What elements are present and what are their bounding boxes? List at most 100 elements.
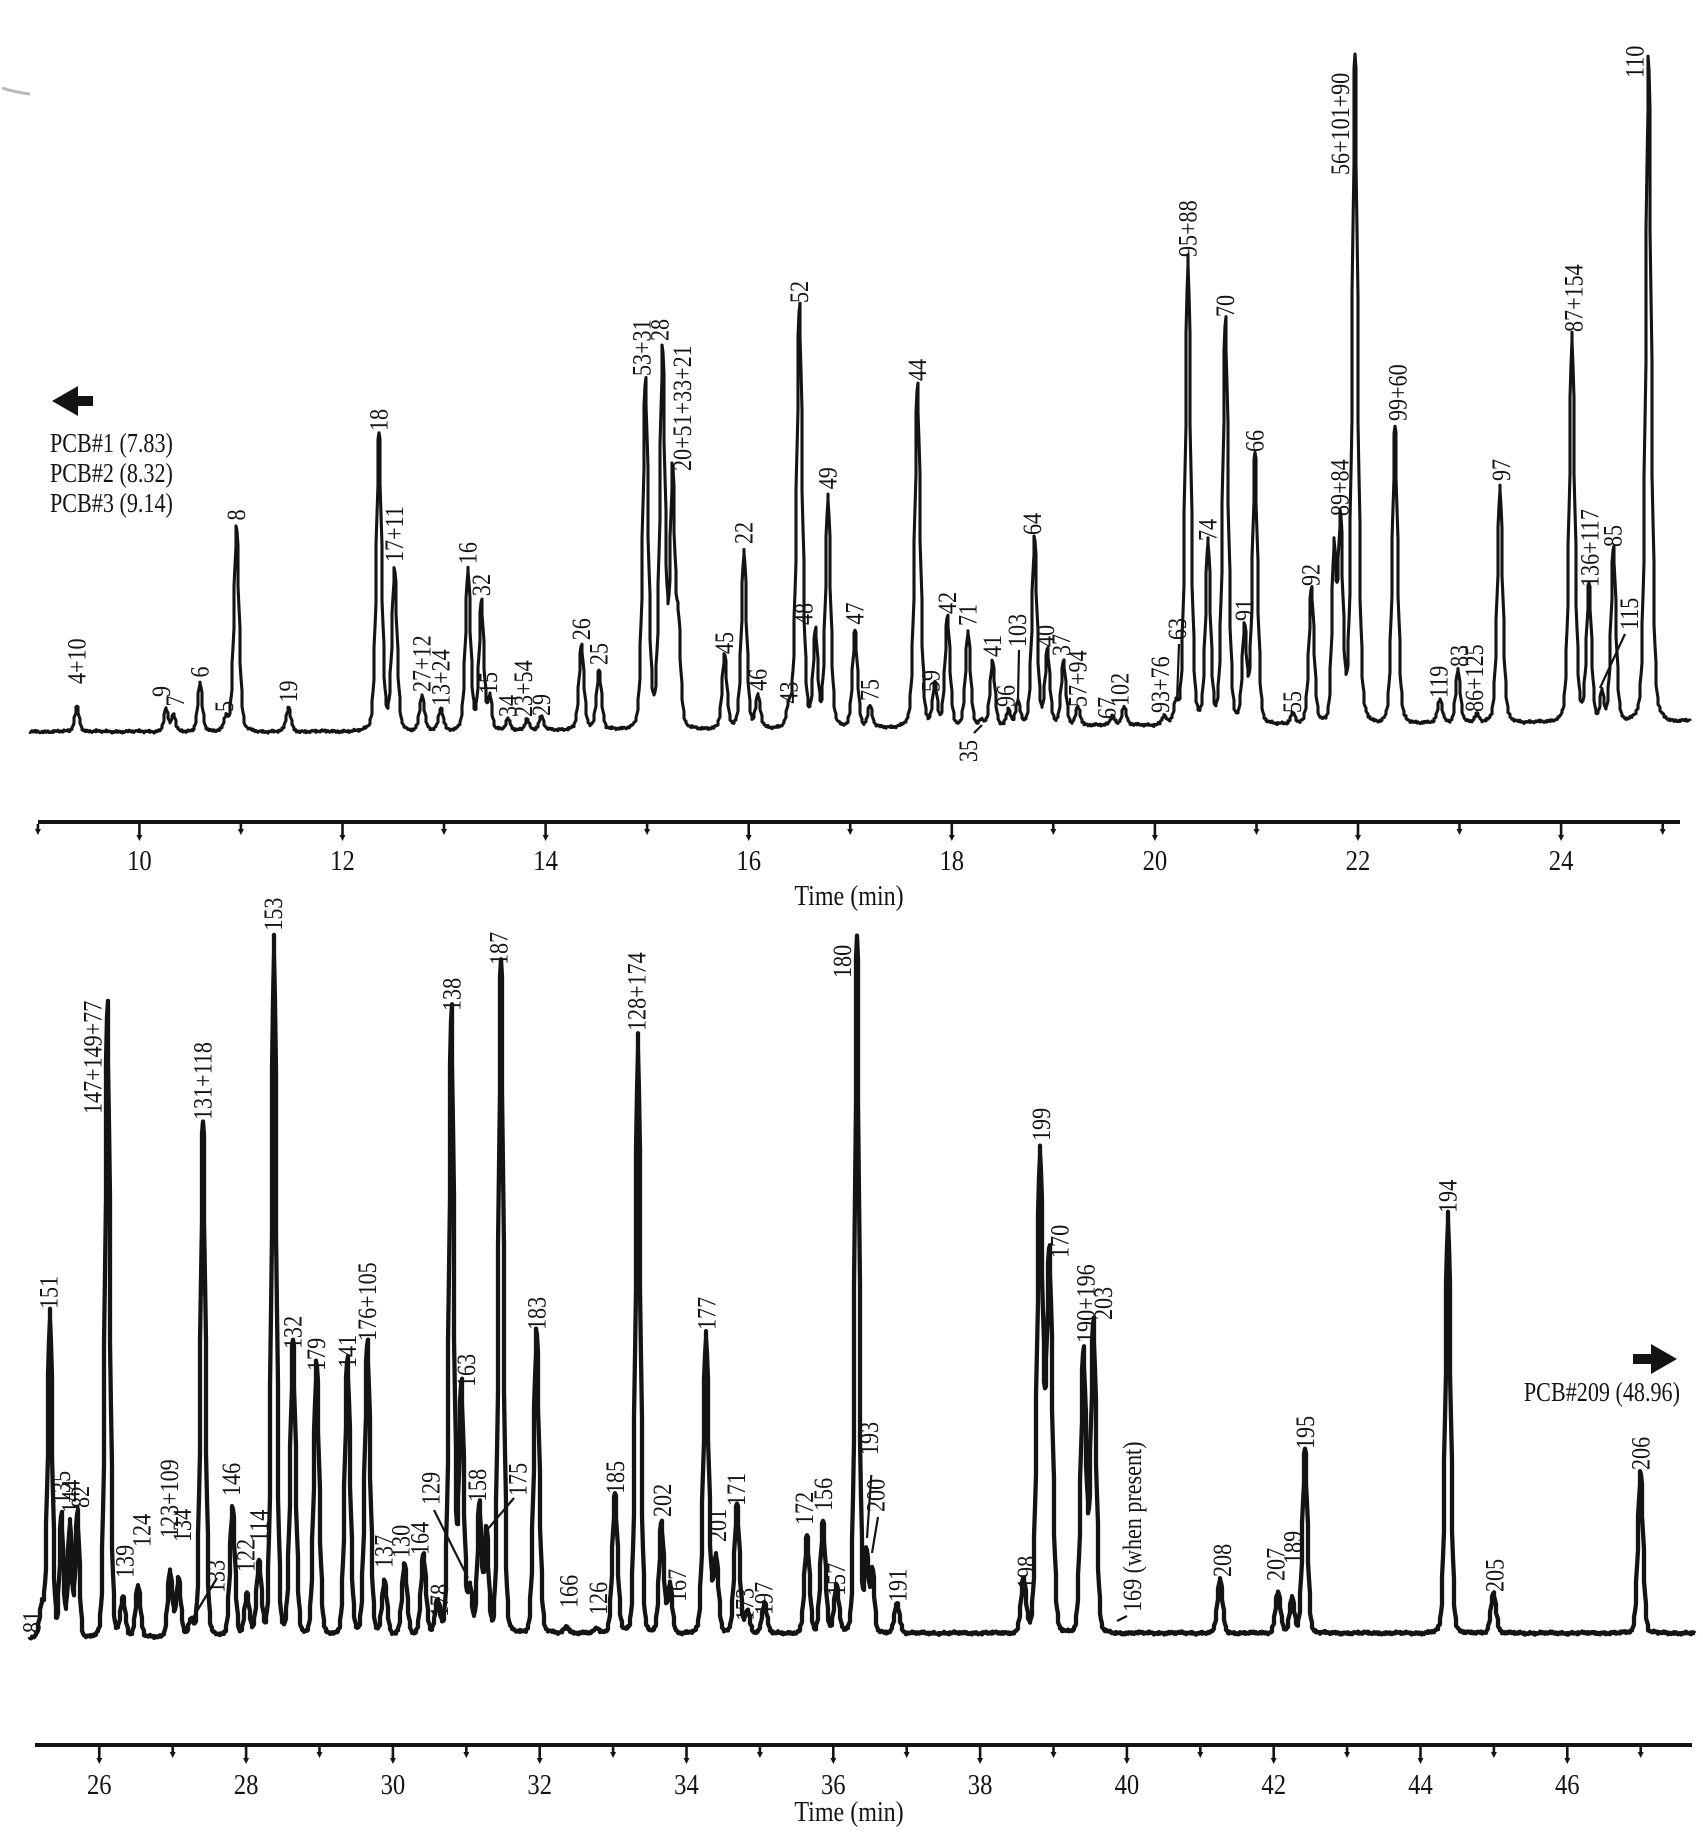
svg-text:83: 83 xyxy=(1446,645,1474,667)
svg-text:82: 82 xyxy=(67,1486,95,1508)
svg-text:180: 180 xyxy=(829,945,857,978)
svg-text:92: 92 xyxy=(1298,564,1326,586)
svg-text:9: 9 xyxy=(148,686,176,697)
svg-text:32: 32 xyxy=(527,1768,552,1800)
svg-text:132: 132 xyxy=(280,1316,308,1349)
svg-text:191: 191 xyxy=(885,1569,913,1602)
svg-text:64: 64 xyxy=(1019,513,1047,535)
svg-text:46: 46 xyxy=(1555,1768,1580,1800)
svg-text:115: 115 xyxy=(1616,598,1644,630)
svg-text:52: 52 xyxy=(786,281,814,303)
svg-text:189: 189 xyxy=(1280,1531,1308,1564)
svg-text:206: 206 xyxy=(1628,1437,1656,1470)
svg-text:Time (min): Time (min) xyxy=(794,879,903,912)
svg-text:30: 30 xyxy=(381,1768,406,1800)
svg-text:49: 49 xyxy=(815,467,843,489)
svg-text:36: 36 xyxy=(821,1768,846,1800)
svg-text:110: 110 xyxy=(1622,46,1650,78)
svg-text:139: 139 xyxy=(112,1545,140,1578)
svg-text:197: 197 xyxy=(751,1582,779,1615)
svg-text:6: 6 xyxy=(187,666,215,677)
svg-text:46: 46 xyxy=(745,669,773,691)
svg-text:195: 195 xyxy=(1292,1416,1320,1449)
svg-text:55: 55 xyxy=(1279,691,1307,713)
svg-text:43: 43 xyxy=(776,682,804,704)
svg-text:129: 129 xyxy=(418,1472,446,1505)
svg-text:20+51+33+21: 20+51+33+21 xyxy=(669,345,697,471)
svg-text:134: 134 xyxy=(169,1509,197,1542)
svg-text:126: 126 xyxy=(585,1582,613,1615)
svg-text:67: 67 xyxy=(1094,697,1122,719)
svg-text:12: 12 xyxy=(330,844,355,876)
svg-text:44: 44 xyxy=(1408,1768,1433,1800)
svg-text:74: 74 xyxy=(1195,519,1223,541)
svg-text:85: 85 xyxy=(1600,525,1628,547)
svg-text:93+76: 93+76 xyxy=(1147,656,1175,713)
svg-text:167: 167 xyxy=(664,1569,692,1602)
svg-text:19: 19 xyxy=(275,680,303,702)
svg-text:122: 122 xyxy=(233,1539,261,1572)
svg-text:147+149+77: 147+149+77 xyxy=(80,1001,108,1114)
svg-text:27+12: 27+12 xyxy=(409,635,437,692)
svg-text:26: 26 xyxy=(87,1768,112,1800)
svg-text:66: 66 xyxy=(1242,430,1270,452)
svg-text:22: 22 xyxy=(731,522,759,544)
svg-text:PCB#3 (9.14): PCB#3 (9.14) xyxy=(50,489,173,519)
svg-text:4+10: 4+10 xyxy=(64,638,92,684)
svg-text:8: 8 xyxy=(223,509,251,520)
svg-text:176+105: 176+105 xyxy=(354,1262,382,1341)
svg-text:190+196: 190+196 xyxy=(1073,1264,1101,1343)
svg-text:135: 135 xyxy=(48,1471,76,1504)
svg-text:47: 47 xyxy=(842,603,870,625)
svg-text:153: 153 xyxy=(260,898,288,931)
svg-text:97: 97 xyxy=(1488,459,1516,481)
svg-text:123+109: 123+109 xyxy=(156,1459,184,1538)
svg-text:137: 137 xyxy=(371,1535,399,1568)
svg-text:37: 37 xyxy=(1048,634,1076,656)
svg-text:16: 16 xyxy=(736,844,761,876)
svg-text:141: 141 xyxy=(334,1335,362,1368)
svg-text:187: 187 xyxy=(486,932,514,965)
svg-text:124: 124 xyxy=(129,1514,157,1547)
svg-text:89+84: 89+84 xyxy=(1327,459,1355,516)
svg-text:23+54: 23+54 xyxy=(510,660,538,717)
svg-text:193: 193 xyxy=(856,1422,884,1455)
svg-text:131+118: 131+118 xyxy=(190,1042,218,1120)
svg-text:59: 59 xyxy=(918,670,946,692)
svg-text:34: 34 xyxy=(674,1768,699,1800)
svg-text:199: 199 xyxy=(1028,1108,1056,1141)
svg-text:70: 70 xyxy=(1212,295,1240,317)
svg-text:26: 26 xyxy=(568,618,596,640)
svg-text:18: 18 xyxy=(366,409,394,431)
svg-text:172: 172 xyxy=(791,1492,819,1525)
svg-text:200: 200 xyxy=(863,1479,891,1512)
svg-text:81: 81 xyxy=(19,1611,47,1633)
svg-text:10: 10 xyxy=(127,844,152,876)
svg-text:136+117: 136+117 xyxy=(1577,509,1605,587)
svg-text:17+11: 17+11 xyxy=(381,506,409,562)
svg-text:16: 16 xyxy=(455,542,483,564)
svg-text:201: 201 xyxy=(704,1509,732,1542)
svg-text:157: 157 xyxy=(823,1563,851,1596)
svg-text:96: 96 xyxy=(993,685,1021,707)
svg-text:202: 202 xyxy=(649,1484,677,1517)
svg-text:42: 42 xyxy=(934,592,962,614)
svg-text:7: 7 xyxy=(162,695,190,706)
svg-text:13+24: 13+24 xyxy=(428,649,456,706)
svg-text:207: 207 xyxy=(1263,1548,1291,1581)
svg-text:177: 177 xyxy=(694,1297,722,1330)
svg-text:205: 205 xyxy=(1482,1559,1510,1592)
svg-text:29: 29 xyxy=(528,694,556,716)
svg-text:170: 170 xyxy=(1047,1225,1075,1258)
svg-text:138: 138 xyxy=(439,978,467,1011)
svg-text:171: 171 xyxy=(723,1473,751,1506)
svg-text:166: 166 xyxy=(556,1575,584,1608)
svg-text:198: 198 xyxy=(1013,1556,1041,1589)
svg-text:Time (min): Time (min) xyxy=(794,1795,903,1828)
svg-text:146: 146 xyxy=(218,1463,246,1496)
svg-text:95+88: 95+88 xyxy=(1175,200,1203,257)
svg-text:71: 71 xyxy=(955,604,983,626)
svg-text:133: 133 xyxy=(203,1560,231,1593)
svg-text:44: 44 xyxy=(904,359,932,381)
svg-text:158: 158 xyxy=(464,1469,492,1502)
